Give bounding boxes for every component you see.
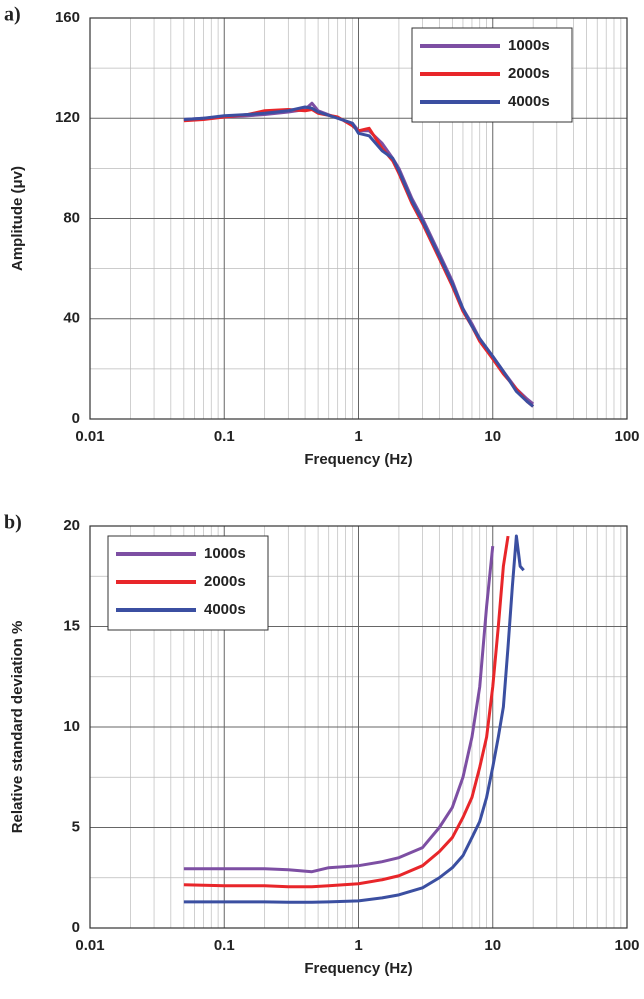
y-tick-label: 0 [72,410,80,427]
x-tick-label: 1 [354,428,362,445]
y-tick-label: 80 [63,209,80,226]
plot-frame [89,525,628,929]
x-tick-label: 1 [354,937,362,954]
x-tick-label: 0.01 [75,428,104,445]
legend-label: 1000s [508,37,550,54]
y-axis-label: Amplitude (μv) [9,166,26,271]
x-tick-label: 100 [614,428,639,445]
panel-label: b) [4,512,22,534]
y-tick-label: 5 [72,818,80,835]
x-axis-label: Frequency (Hz) [304,960,412,977]
plot-frame [89,17,628,420]
legend-label: 4000s [204,601,246,618]
legend-label: 2000s [204,573,246,590]
legend-label: 1000s [204,545,246,562]
x-tick-label: 100 [614,937,639,954]
legend-label: 2000s [508,65,550,82]
legend: 1000s 2000s 4000s [107,535,269,631]
y-tick-label: 10 [63,718,80,735]
x-axis-label: Frequency (Hz) [304,451,412,468]
legend: 1000s 2000s 4000s [411,27,573,123]
x-tick-label: 0.1 [214,937,235,954]
y-tick-label: 160 [55,9,80,26]
series-line [183,105,535,408]
series-line [183,534,525,904]
y-axis-label: Relative standard deviation % [9,621,26,834]
y-tick-label: 40 [63,310,80,327]
y-tick-label: 20 [63,517,80,534]
x-tick-label: 10 [484,428,501,445]
series-line [183,545,495,874]
panel-label: a) [4,4,21,26]
y-tick-label: 120 [55,109,80,126]
legend-label: 4000s [508,93,550,110]
y-tick-label: 15 [63,617,80,634]
y-tick-label: 0 [72,919,80,936]
x-tick-label: 10 [484,937,501,954]
x-tick-label: 0.1 [214,428,235,445]
x-tick-label: 0.01 [75,937,104,954]
series-line [183,535,510,889]
